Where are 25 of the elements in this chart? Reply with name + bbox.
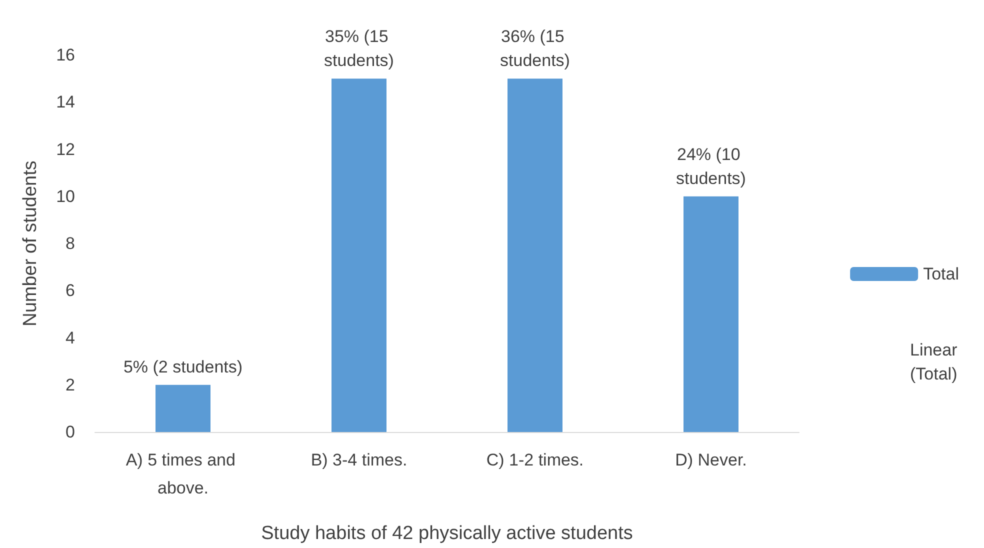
y-tick-label: 0 — [66, 422, 75, 442]
x-axis-title: Study habits of 42 physically active students — [261, 523, 633, 544]
y-tick-label: 16 — [56, 46, 75, 64]
y-tick-label: 8 — [66, 234, 75, 253]
y-tick-label: 6 — [66, 281, 75, 300]
x-tick-label: D) Never. — [675, 450, 747, 470]
y-tick-label: 14 — [56, 92, 75, 112]
bar — [332, 78, 386, 432]
x-tick-label: A) 5 times and above. — [126, 450, 240, 498]
bar — [156, 384, 210, 432]
legend-label: Total — [923, 264, 960, 284]
data-label: 5% (2 students) — [123, 357, 243, 376]
y-tick-label: 4 — [66, 328, 75, 348]
x-tick-label: C) 1-2 times. — [486, 450, 584, 470]
data-label: 24% (10 students) — [676, 144, 746, 188]
y-tick-label: 12 — [56, 140, 75, 159]
text: Linear (Total) — [910, 340, 962, 384]
y-tick-label: 10 — [56, 186, 75, 206]
data-label: 35% (15 students) — [324, 27, 394, 70]
data-label: 36% (15 students) — [500, 27, 570, 70]
y-axis-title: Number of students — [20, 160, 41, 326]
y-tick-label: 2 — [66, 375, 75, 394]
x-tick-label: B) 3-4 times. — [310, 450, 408, 470]
bar — [684, 196, 738, 432]
bar — [508, 78, 562, 432]
